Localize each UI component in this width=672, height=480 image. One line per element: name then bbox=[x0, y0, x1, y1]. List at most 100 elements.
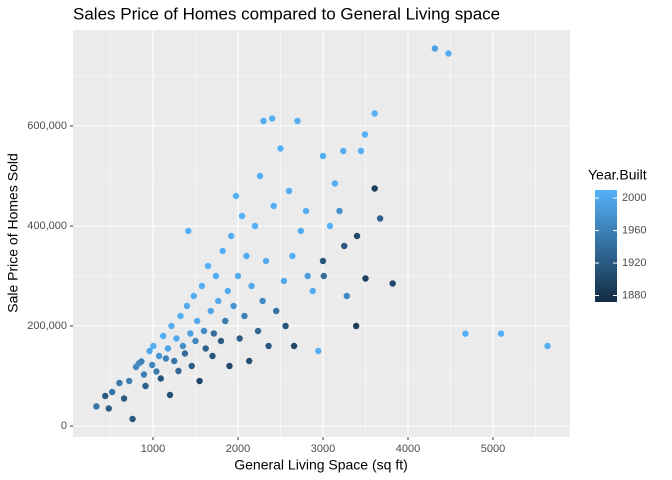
point bbox=[294, 117, 301, 125]
point bbox=[353, 232, 361, 240]
point bbox=[248, 282, 255, 290]
point bbox=[183, 302, 191, 310]
colorbar-label: 2000 bbox=[622, 192, 646, 204]
point bbox=[302, 207, 310, 215]
point bbox=[190, 292, 197, 300]
point bbox=[227, 232, 235, 240]
point bbox=[193, 317, 201, 325]
point bbox=[462, 330, 469, 337]
point bbox=[238, 212, 246, 220]
y-tick-label: 600,000 bbox=[27, 120, 67, 132]
point bbox=[212, 272, 220, 280]
point bbox=[256, 172, 264, 180]
colorbar-label: 1880 bbox=[622, 289, 646, 301]
point bbox=[166, 391, 174, 399]
point bbox=[157, 375, 165, 382]
point bbox=[108, 388, 116, 396]
point bbox=[207, 307, 214, 315]
point bbox=[376, 215, 384, 222]
point bbox=[315, 347, 322, 355]
x-tick-label: 5000 bbox=[481, 443, 505, 455]
point bbox=[268, 115, 276, 122]
point bbox=[371, 185, 378, 192]
point bbox=[357, 147, 365, 155]
point bbox=[192, 337, 199, 345]
point bbox=[265, 342, 272, 350]
point bbox=[241, 312, 248, 320]
point bbox=[219, 247, 226, 255]
point bbox=[120, 395, 128, 402]
y-tick-label: 0 bbox=[61, 420, 67, 432]
point bbox=[215, 297, 222, 305]
x-tick-label: 3000 bbox=[311, 443, 335, 455]
point bbox=[138, 358, 145, 365]
point bbox=[319, 152, 327, 160]
point bbox=[116, 379, 123, 387]
point bbox=[204, 262, 212, 270]
point bbox=[445, 50, 452, 57]
legend-title: Year.Built bbox=[588, 167, 647, 183]
point bbox=[277, 145, 284, 152]
point bbox=[155, 352, 163, 360]
point bbox=[125, 377, 133, 385]
point bbox=[352, 322, 360, 330]
point bbox=[210, 330, 218, 337]
point bbox=[236, 335, 243, 342]
point bbox=[179, 342, 187, 350]
point bbox=[262, 257, 270, 265]
point bbox=[361, 131, 369, 138]
point bbox=[142, 382, 149, 390]
point bbox=[185, 227, 192, 235]
point bbox=[341, 242, 348, 250]
point bbox=[280, 277, 288, 285]
point bbox=[497, 330, 505, 337]
point bbox=[309, 287, 316, 295]
point bbox=[230, 302, 237, 310]
point bbox=[282, 322, 289, 330]
point bbox=[389, 280, 396, 287]
point bbox=[146, 347, 153, 355]
point bbox=[198, 282, 206, 290]
point bbox=[254, 327, 262, 335]
point bbox=[544, 342, 551, 350]
point bbox=[129, 415, 136, 423]
point bbox=[196, 377, 203, 385]
point bbox=[285, 187, 293, 195]
x-axis-title: General Living Space (sq ft) bbox=[234, 457, 408, 473]
point bbox=[200, 327, 208, 335]
point bbox=[162, 355, 170, 362]
point bbox=[289, 252, 296, 260]
point bbox=[209, 352, 216, 360]
point bbox=[173, 335, 180, 342]
point bbox=[340, 147, 347, 155]
point bbox=[159, 332, 167, 340]
point bbox=[181, 350, 189, 357]
point bbox=[234, 272, 242, 280]
point bbox=[260, 117, 267, 125]
x-tick-label: 4000 bbox=[396, 443, 420, 455]
y-tick-label: 200,000 bbox=[27, 320, 67, 332]
point bbox=[188, 362, 195, 370]
point bbox=[175, 367, 182, 375]
point bbox=[177, 312, 184, 320]
point bbox=[105, 405, 112, 412]
colorbar bbox=[595, 190, 617, 302]
point bbox=[93, 403, 100, 410]
point bbox=[202, 345, 209, 352]
colorbar-label: 1960 bbox=[622, 224, 646, 236]
point bbox=[319, 257, 327, 265]
point bbox=[224, 287, 231, 295]
point bbox=[153, 368, 160, 375]
point bbox=[371, 110, 378, 117]
point bbox=[164, 345, 172, 352]
point bbox=[297, 227, 305, 235]
point bbox=[362, 275, 369, 282]
point bbox=[304, 272, 311, 280]
point bbox=[251, 222, 259, 230]
point bbox=[270, 202, 277, 210]
chart-title: Sales Price of Homes compared to General… bbox=[73, 4, 500, 23]
point bbox=[246, 357, 253, 365]
point bbox=[273, 307, 280, 315]
point bbox=[102, 392, 109, 400]
